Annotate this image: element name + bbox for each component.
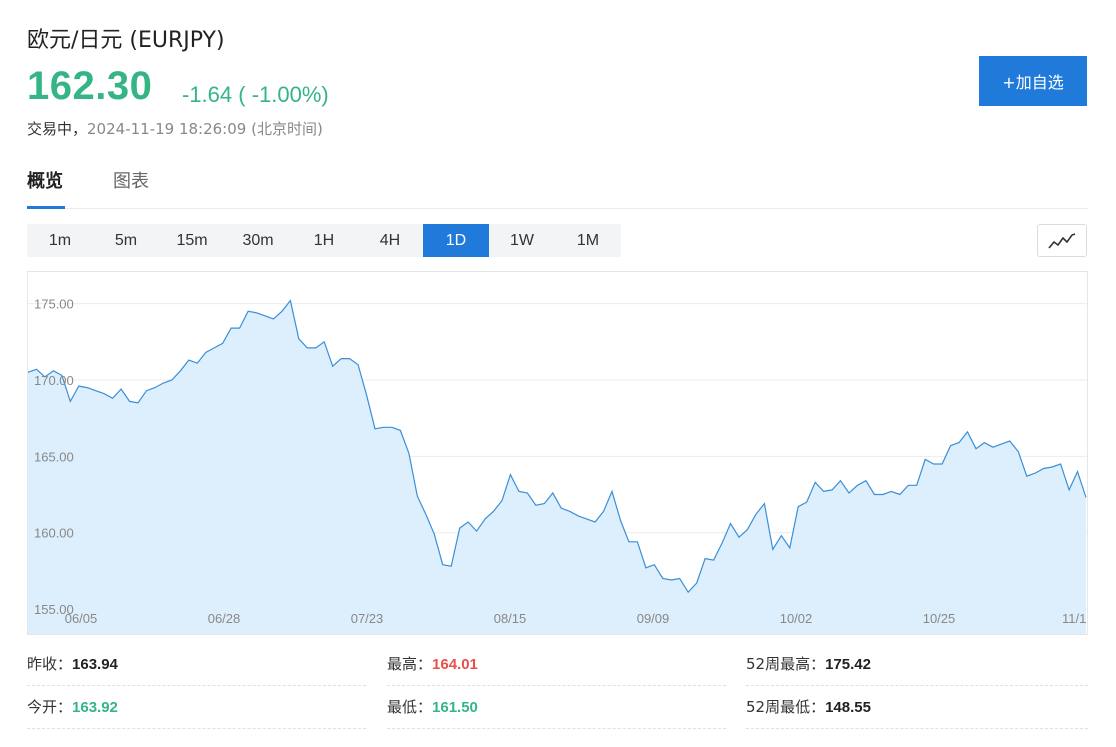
stat-value: 163.94 xyxy=(72,656,118,673)
x-tick-label: 10/02 xyxy=(780,611,813,626)
stat-label: 最高： xyxy=(387,655,433,673)
x-tick-label: 06/28 xyxy=(208,611,241,626)
stat-prev-close: 昨收：163.94 xyxy=(27,643,366,686)
period-4h[interactable]: 4H xyxy=(379,232,401,249)
chart-type-button[interactable] xyxy=(1037,224,1087,257)
stat-label: 昨收： xyxy=(27,655,73,673)
x-tick-label: 09/09 xyxy=(637,611,670,626)
line-chart-icon xyxy=(1048,232,1076,249)
stat-open: 今开：163.92 xyxy=(27,686,366,729)
tab-bar: 概览 图表 xyxy=(27,170,1088,209)
stat-label: 今开： xyxy=(27,698,73,716)
stat-value: 163.92 xyxy=(72,699,118,716)
stat-52w-high: 52周最高：175.42 xyxy=(746,643,1088,686)
y-axis-labels: 175.00 170.00 165.00 160.00 155.00 xyxy=(34,297,74,617)
period-selector: 1m 5m 15m 30m 1H 4H 1D 1W 1M xyxy=(27,224,621,257)
stat-label: 最低： xyxy=(387,698,433,716)
stat-value: 148.55 xyxy=(825,699,871,716)
y-tick-label: 175.00 xyxy=(34,297,74,312)
tab-overview[interactable]: 概览 xyxy=(27,170,65,209)
status-label: 交易中， xyxy=(27,120,88,138)
stat-52w-low: 52周最低：148.55 xyxy=(746,686,1088,729)
y-tick-label: 170.00 xyxy=(34,373,74,388)
stat-value: 164.01 xyxy=(432,656,478,673)
y-tick-label: 165.00 xyxy=(34,449,74,464)
stat-high: 最高：164.01 xyxy=(387,643,726,686)
add-watchlist-button[interactable]: +加自选 xyxy=(979,56,1087,106)
period-30m[interactable]: 30m xyxy=(242,232,274,249)
trade-status: 交易中，2024-11-19 18:26:09 (北京时间) xyxy=(27,118,323,139)
x-tick-label: 10/25 xyxy=(923,611,956,626)
period-1mo[interactable]: 1M xyxy=(576,232,600,249)
x-tick-label: 07/23 xyxy=(351,611,384,626)
stat-low: 最低：161.50 xyxy=(387,686,726,729)
stat-value: 175.42 xyxy=(825,656,871,673)
timestamp: 2024-11-19 18:26:09 (北京时间) xyxy=(87,120,323,138)
price-chart[interactable]: 175.00 170.00 165.00 160.00 155.00 06/05 06/2… xyxy=(27,271,1088,635)
period-15m[interactable]: 15m xyxy=(176,232,208,249)
period-1d[interactable]: 1D xyxy=(423,224,489,257)
stat-label: 52周最低： xyxy=(746,698,826,716)
chart-svg: 175.00 170.00 165.00 160.00 155.00 06/05 06/2… xyxy=(28,297,1087,634)
y-tick-label: 160.00 xyxy=(34,526,74,541)
price-line xyxy=(28,299,1087,594)
price-change: -1.64 ( -1.00%) xyxy=(182,82,329,107)
x-tick-label: 08/15 xyxy=(494,611,527,626)
period-1m[interactable]: 1m xyxy=(48,232,72,249)
price-area xyxy=(28,300,1086,634)
x-axis-labels: 06/05 06/28 07/23 08/15 09/09 10/02 10/25 11/1 xyxy=(65,611,1087,626)
x-tick-label: 11/1 xyxy=(1062,611,1086,626)
period-1w[interactable]: 1W xyxy=(510,232,534,249)
stat-label: 52周最高： xyxy=(746,655,826,673)
current-price: 162.30 xyxy=(27,64,153,108)
period-5m[interactable]: 5m xyxy=(114,232,138,249)
tab-chart[interactable]: 图表 xyxy=(113,171,149,192)
period-1h[interactable]: 1H xyxy=(313,232,335,249)
y-tick-label: 155.00 xyxy=(34,602,74,617)
x-tick-label: 06/05 xyxy=(65,611,98,626)
page-title: 欧元/日元 (EURJPY) xyxy=(27,28,225,53)
stat-value: 161.50 xyxy=(432,699,478,716)
